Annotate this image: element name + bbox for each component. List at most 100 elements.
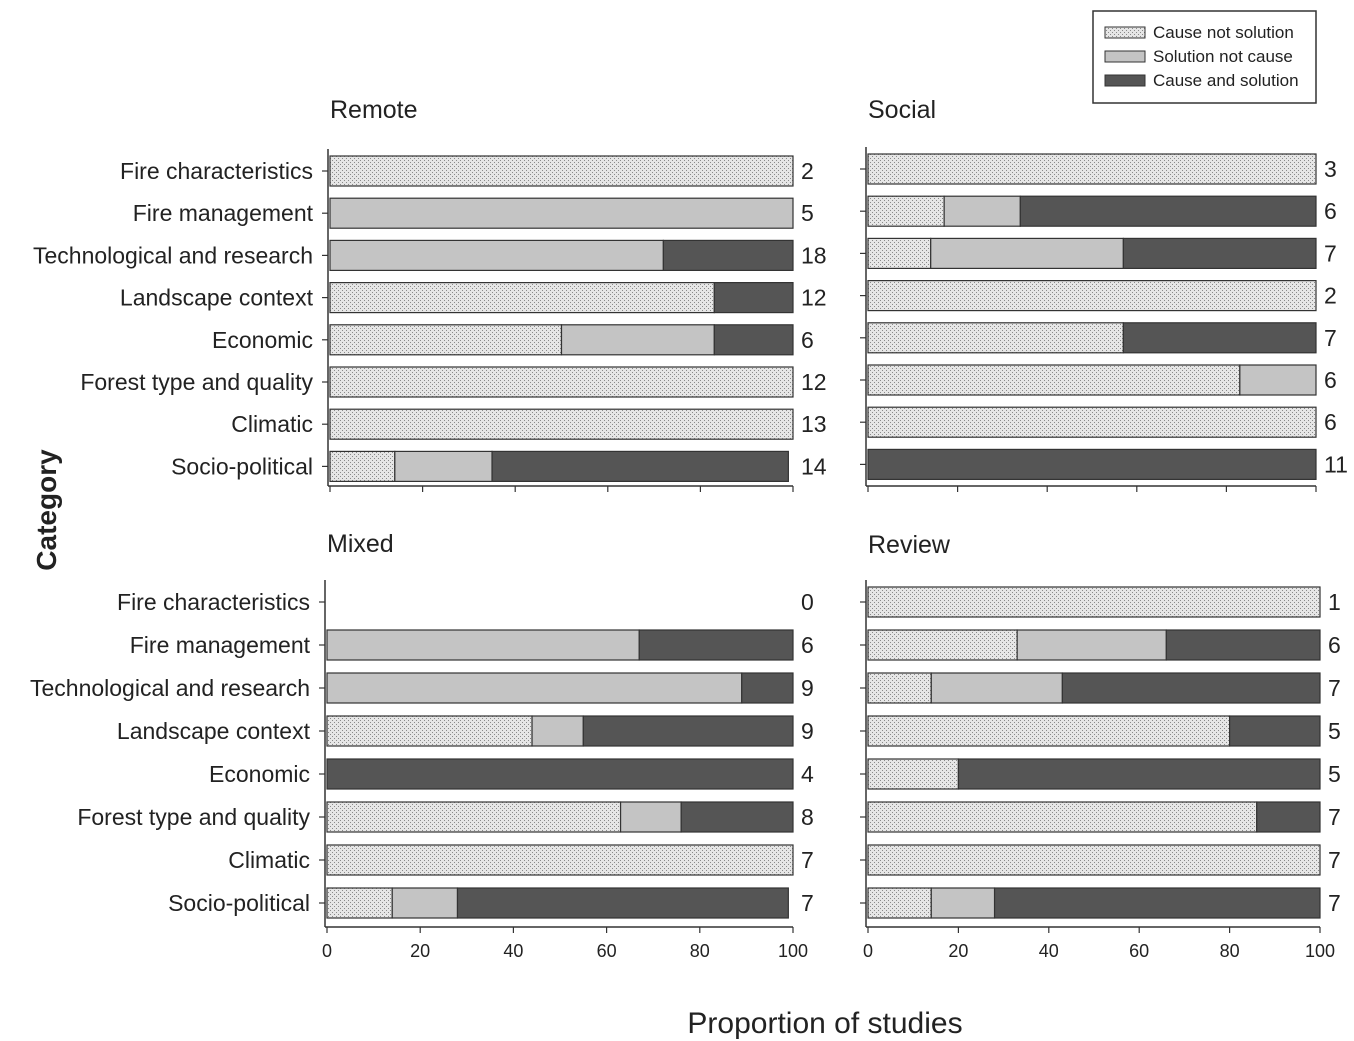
count-label-remote-economic: 6	[801, 327, 814, 353]
bar-social-economic-cause-and-solution	[1122, 322, 1317, 354]
category-label-climatic: Climatic	[231, 411, 313, 437]
bar-remote-economic-solution-not-cause	[560, 324, 715, 356]
bar-review-economic-cause-not-solution	[867, 758, 960, 790]
count-label-social-landscape-context: 2	[1324, 283, 1337, 309]
bar-social-socio-political-cause-and-solution	[867, 448, 1317, 480]
bar-mixed-forest-type-and-quality-cause-not-solution	[326, 801, 622, 833]
panels: Remote Fire characteristics 2 Fire manageme…	[30, 96, 1348, 961]
panel-title-mixed: Mixed	[327, 530, 394, 558]
bar-remote-technological-and-research-cause-and-solution	[662, 239, 794, 271]
bar-mixed-landscape-context-cause-not-solution	[326, 715, 533, 747]
x-tick-label: 40	[1039, 941, 1059, 961]
bar-remote-socio-political-cause-not-solution	[329, 450, 396, 482]
bar-remote-landscape-context-cause-not-solution	[329, 282, 715, 314]
bar-social-economic-cause-not-solution	[867, 322, 1124, 354]
bar-review-socio-political-cause-and-solution	[993, 887, 1321, 919]
count-label-review-climatic: 7	[1328, 847, 1341, 873]
category-label-fire-management: Fire management	[130, 632, 311, 658]
y-axis-title: Category	[31, 449, 62, 571]
x-tick-label: 80	[1220, 941, 1240, 961]
bar-remote-economic-cause-not-solution	[329, 324, 563, 356]
count-label-review-economic: 5	[1328, 761, 1341, 787]
bar-remote-technological-and-research-solution-not-cause	[329, 239, 664, 271]
x-tick-label: 60	[597, 941, 617, 961]
bar-social-fire-characteristics-cause-not-solution	[867, 153, 1317, 185]
x-tick-label: 40	[503, 941, 523, 961]
category-label-climatic: Climatic	[228, 847, 310, 873]
x-tick-label: 60	[1129, 941, 1149, 961]
bar-remote-fire-characteristics-cause-not-solution	[329, 155, 794, 187]
count-label-review-landscape-context: 5	[1328, 718, 1341, 744]
panel-remote: Remote Fire characteristics 2 Fire manageme…	[33, 96, 827, 492]
category-label-economic: Economic	[212, 327, 313, 353]
count-label-remote-socio-political: 14	[801, 453, 827, 479]
legend-swatch-cause-not-solution	[1104, 26, 1146, 39]
panel-title-remote: Remote	[330, 96, 418, 124]
category-label-technological-and-research: Technological and research	[30, 675, 310, 701]
category-label-fire-management: Fire management	[133, 200, 314, 226]
bar-mixed-forest-type-and-quality-solution-not-cause	[619, 801, 682, 833]
bar-remote-climatic-cause-not-solution	[329, 408, 794, 440]
bar-mixed-socio-political-cause-not-solution	[326, 887, 393, 919]
bar-mixed-technological-and-research-solution-not-cause	[326, 672, 743, 704]
bar-review-climatic-cause-not-solution	[867, 844, 1321, 876]
category-label-fire-characteristics: Fire characteristics	[117, 589, 310, 615]
legend-label-solution-not-cause: Solution not cause	[1153, 47, 1293, 66]
bar-review-economic-cause-and-solution	[957, 758, 1321, 790]
bar-mixed-landscape-context-cause-and-solution	[582, 715, 794, 747]
count-label-social-socio-political: 11	[1324, 451, 1348, 477]
count-label-social-forest-type-and-quality: 6	[1324, 367, 1337, 393]
count-label-mixed-fire-management: 6	[801, 632, 814, 658]
bar-remote-socio-political-cause-and-solution	[491, 450, 789, 482]
x-tick-label: 20	[410, 941, 430, 961]
bar-mixed-landscape-context-solution-not-cause	[531, 715, 584, 747]
category-label-landscape-context: Landscape context	[120, 285, 314, 311]
bar-review-fire-management-cause-not-solution	[867, 629, 1018, 661]
count-label-review-fire-characteristics: 1	[1328, 589, 1341, 615]
legend-swatch-cause-and-solution	[1104, 74, 1146, 87]
bar-remote-socio-political-solution-not-cause	[394, 450, 493, 482]
bar-review-forest-type-and-quality-cause-and-solution	[1256, 801, 1321, 833]
x-tick-label: 0	[863, 941, 873, 961]
count-label-review-fire-management: 6	[1328, 632, 1341, 658]
count-label-mixed-technological-and-research: 9	[801, 675, 814, 701]
x-tick-label: 100	[1305, 941, 1335, 961]
count-label-social-fire-management: 6	[1324, 198, 1337, 224]
x-tick-label: 80	[690, 941, 710, 961]
legend: Cause not solution Solution not cause Ca…	[1092, 10, 1317, 104]
bar-social-landscape-context-cause-not-solution	[867, 280, 1317, 312]
bar-mixed-economic-cause-and-solution	[326, 758, 794, 790]
bar-remote-fire-management-solution-not-cause	[329, 197, 794, 229]
bar-social-fire-management-cause-not-solution	[867, 195, 945, 227]
bar-social-forest-type-and-quality-solution-not-cause	[1239, 364, 1317, 396]
bar-remote-forest-type-and-quality-cause-not-solution	[329, 366, 794, 398]
bar-social-climatic-cause-not-solution	[867, 406, 1317, 438]
legend-label-cause-not-solution: Cause not solution	[1153, 23, 1294, 42]
bar-social-technological-and-research-cause-and-solution	[1122, 237, 1317, 269]
count-label-review-forest-type-and-quality: 7	[1328, 804, 1341, 830]
count-label-review-technological-and-research: 7	[1328, 675, 1341, 701]
bar-review-socio-political-cause-not-solution	[867, 887, 932, 919]
count-label-remote-climatic: 13	[801, 411, 827, 437]
bar-review-fire-management-solution-not-cause	[1016, 629, 1167, 661]
bar-review-fire-characteristics-cause-not-solution	[867, 586, 1321, 618]
count-label-social-fire-characteristics: 3	[1324, 156, 1337, 182]
count-label-remote-fire-management: 5	[801, 200, 814, 226]
bar-social-technological-and-research-solution-not-cause	[930, 237, 1124, 269]
bar-social-fire-management-cause-and-solution	[1019, 195, 1317, 227]
bar-remote-landscape-context-cause-and-solution	[713, 282, 794, 314]
count-label-mixed-socio-political: 7	[801, 890, 814, 916]
count-label-remote-technological-and-research: 18	[801, 242, 827, 268]
bar-mixed-climatic-cause-not-solution	[326, 844, 794, 876]
count-label-social-climatic: 6	[1324, 409, 1337, 435]
count-label-remote-landscape-context: 12	[801, 285, 827, 311]
count-label-mixed-fire-characteristics: 0	[801, 589, 814, 615]
count-label-mixed-climatic: 7	[801, 847, 814, 873]
count-label-review-socio-political: 7	[1328, 890, 1341, 916]
category-label-forest-type-and-quality: Forest type and quality	[77, 804, 310, 830]
bar-review-fire-management-cause-and-solution	[1165, 629, 1321, 661]
bar-mixed-forest-type-and-quality-cause-and-solution	[680, 801, 794, 833]
count-label-mixed-landscape-context: 9	[801, 718, 814, 744]
bar-social-forest-type-and-quality-cause-not-solution	[867, 364, 1241, 396]
